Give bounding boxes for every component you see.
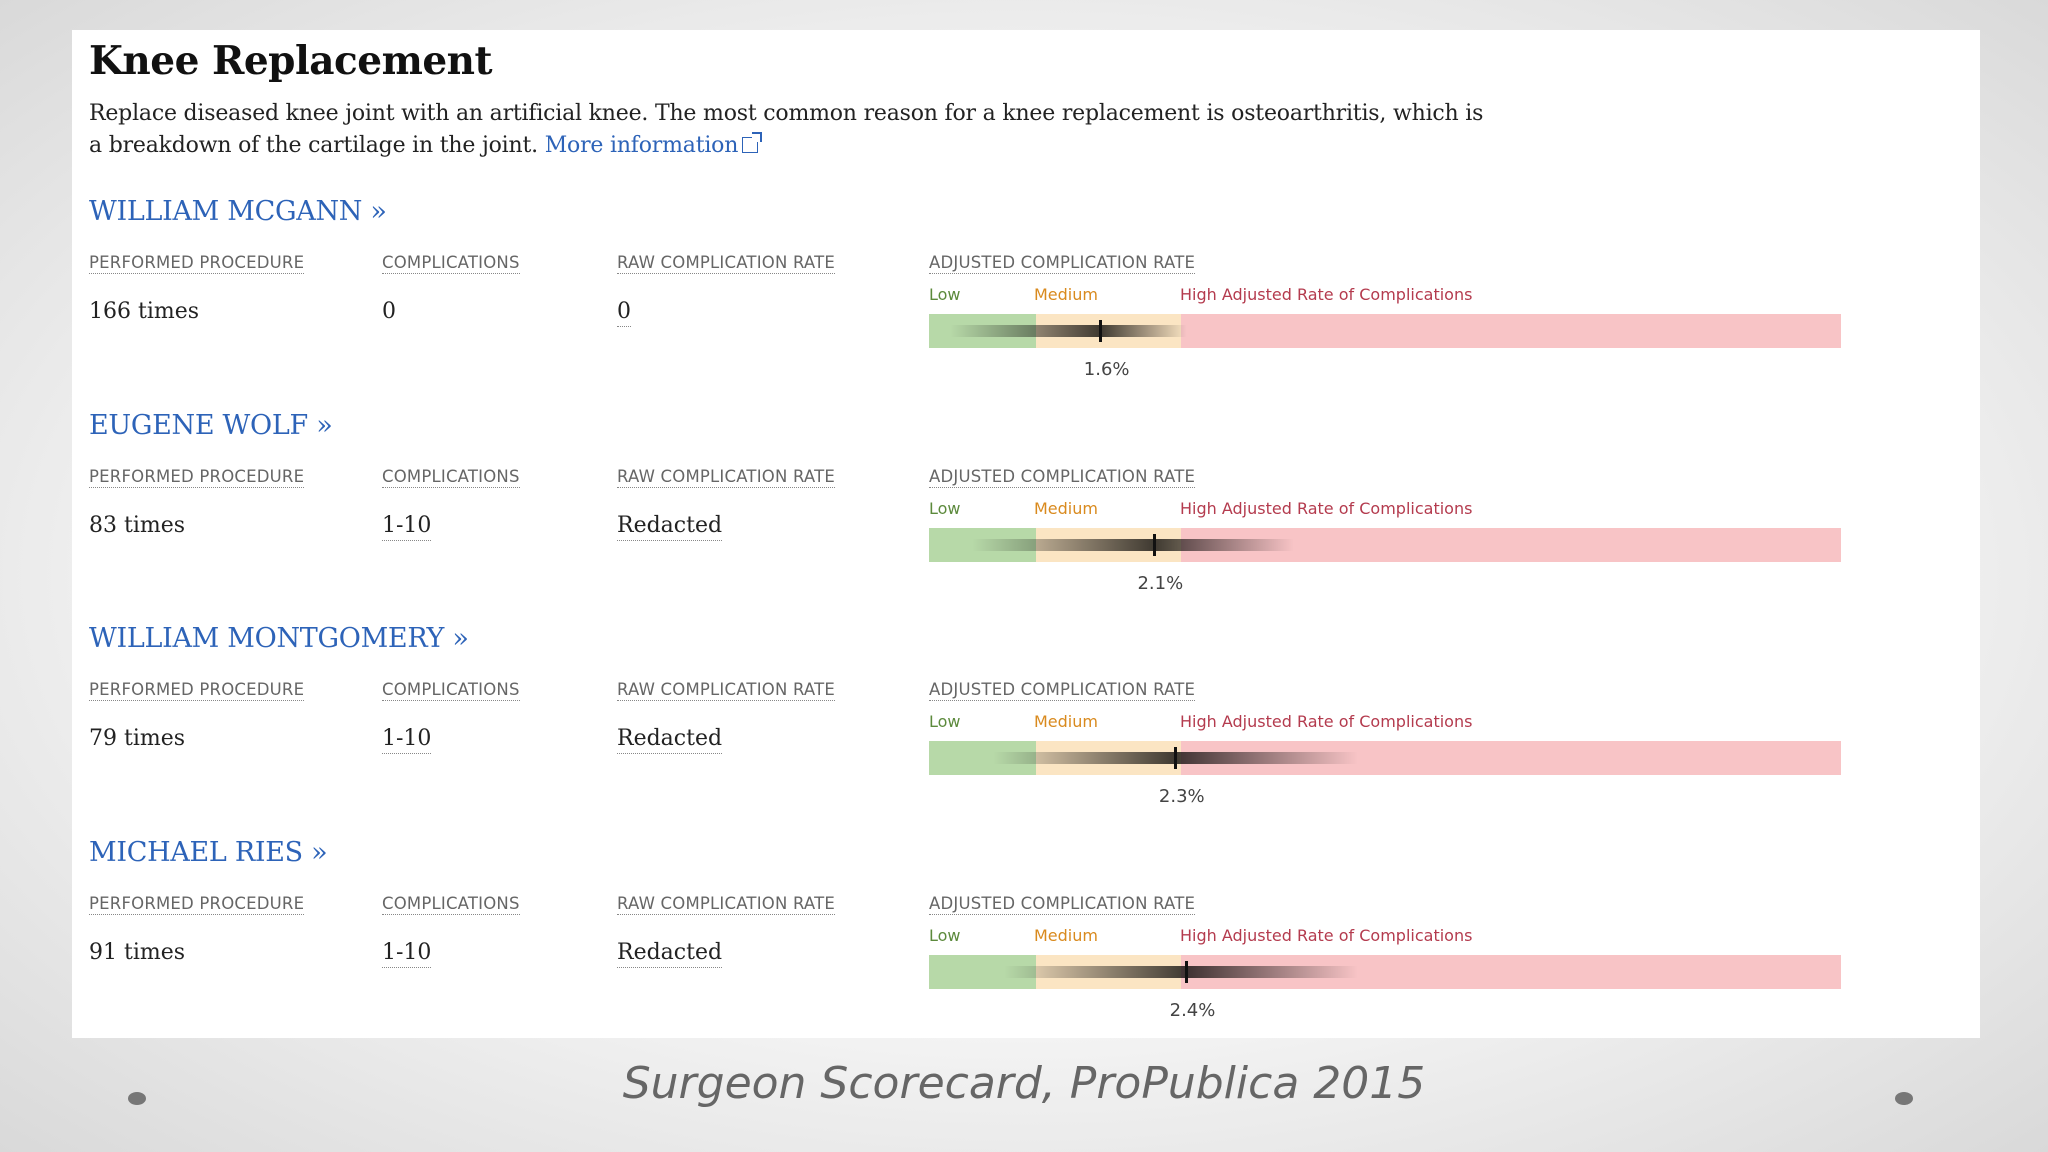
complications-label: COMPLICATIONS [382,467,520,488]
surgeon-name-link[interactable]: EUGENE WOLF » [89,410,333,441]
surgeon-section: WILLIAM MONTGOMERY » PERFORMED PROCEDURE… [72,623,1980,823]
raw-complication-rate-value: 0 [617,299,631,327]
surgeon-name-link[interactable]: WILLIAM MONTGOMERY » [89,623,469,654]
legend-medium: Medium [1034,499,1098,518]
legend-low: Low [929,712,961,731]
adjusted-rate-marker [1174,747,1178,769]
raw-complication-rate-label: RAW COMPLICATION RATE [617,467,836,488]
surgeon-name-link[interactable]: MICHAEL RIES » [89,837,328,868]
adjusted-rate-value: 2.1% [1137,573,1184,594]
legend-high: High Adjusted Rate of Complications [1180,712,1473,731]
adjusted-rate-marker [1152,534,1156,556]
adjusted-rate-bar [929,741,1841,775]
complications-value: 0 [382,299,396,324]
adjusted-rate-value: 2.4% [1169,1000,1216,1021]
adjusted-rate-value: 2.3% [1158,786,1205,807]
page-title: Knee Replacement [89,38,493,84]
confidence-range [950,325,1187,337]
confidence-range [971,539,1294,551]
adjusted-rate-bar [929,528,1841,562]
performed-procedure-label: PERFORMED PROCEDURE [89,680,305,701]
raw-complication-rate-value: Redacted [617,513,723,541]
legend-low: Low [929,499,961,518]
raw-complication-rate-label: RAW COMPLICATION RATE [617,680,836,701]
performed-procedure-label: PERFORMED PROCEDURE [89,894,305,915]
complications-label: COMPLICATIONS [382,894,520,915]
performed-procedure-value: 83 times [89,513,186,538]
performed-procedure-value: 91 times [89,940,186,965]
adjusted-complication-rate-label: ADJUSTED COMPLICATION RATE [929,253,1196,274]
adjusted-rate-bar [929,314,1841,348]
adjusted-rate-bar [929,955,1841,989]
complications-value: 1-10 [382,513,432,541]
slide-caption: Surgeon Scorecard, ProPublica 2015 [622,1058,1426,1109]
adjusted-complication-rate-label: ADJUSTED COMPLICATION RATE [929,467,1196,488]
adjusted-rate-marker [1185,961,1188,983]
complications-value: 1-10 [382,726,432,754]
raw-complication-rate-label: RAW COMPLICATION RATE [617,253,836,274]
surgeon-name-link[interactable]: WILLIAM MCGANN » [89,196,387,227]
legend-low: Low [929,926,961,945]
legend-medium: Medium [1034,926,1098,945]
legend-medium: Medium [1034,712,1098,731]
raw-complication-rate-label: RAW COMPLICATION RATE [617,894,836,915]
surgeon-section: MICHAEL RIES » PERFORMED PROCEDURE COMPL… [72,837,1980,1037]
more-information-link[interactable]: More information [545,132,763,158]
description-text: Replace diseased knee joint with an arti… [89,101,1484,158]
performed-procedure-label: PERFORMED PROCEDURE [89,253,305,274]
external-link-icon [742,132,763,153]
complications-value: 1-10 [382,940,432,968]
scorecard-card: Knee Replacement Replace diseased knee j… [72,30,1980,1038]
complications-label: COMPLICATIONS [382,680,520,701]
adjusted-complication-rate-label: ADJUSTED COMPLICATION RATE [929,680,1196,701]
confidence-range [1004,966,1359,978]
bullet-dot-right [1895,1092,1913,1105]
adjusted-complication-rate-label: ADJUSTED COMPLICATION RATE [929,894,1196,915]
surgeon-section: EUGENE WOLF » PERFORMED PROCEDURE COMPLI… [72,410,1980,610]
legend-low: Low [929,285,961,304]
performed-procedure-value: 166 times [89,299,200,324]
legend-medium: Medium [1034,285,1098,304]
performed-procedure-label: PERFORMED PROCEDURE [89,467,305,488]
raw-complication-rate-value: Redacted [617,940,723,968]
performed-procedure-value: 79 times [89,726,186,751]
adjusted-rate-marker [1099,320,1103,342]
legend-high: High Adjusted Rate of Complications [1180,926,1473,945]
procedure-description: Replace diseased knee joint with an arti… [89,98,1489,162]
raw-complication-rate-value: Redacted [617,726,723,754]
legend-high: High Adjusted Rate of Complications [1180,285,1473,304]
legend-high: High Adjusted Rate of Complications [1180,499,1473,518]
bullet-dot-left [128,1092,146,1105]
surgeon-section: WILLIAM MCGANN » PERFORMED PROCEDURE COM… [72,196,1980,396]
adjusted-rate-value: 1.6% [1083,359,1130,380]
complications-label: COMPLICATIONS [382,253,520,274]
